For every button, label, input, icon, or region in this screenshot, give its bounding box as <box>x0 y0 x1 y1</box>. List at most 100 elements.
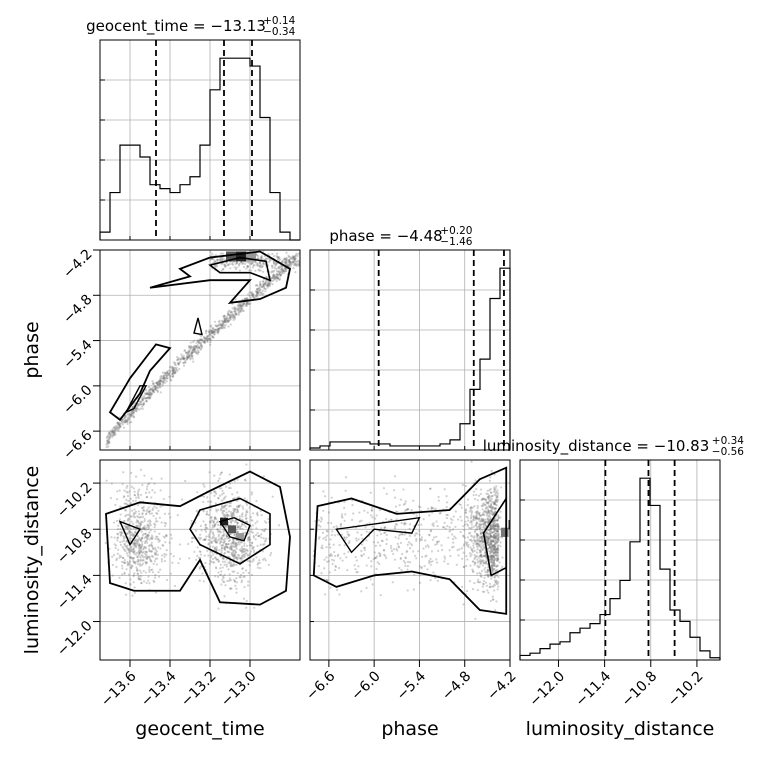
axes-frame <box>519 459 721 661</box>
sample-point <box>145 400 148 403</box>
sample-point <box>202 510 205 513</box>
sample-point <box>208 329 211 332</box>
sample-point <box>112 431 115 435</box>
sample-point <box>260 533 263 536</box>
sample-point <box>488 544 491 547</box>
sample-point <box>163 553 166 556</box>
sample-point <box>253 264 256 267</box>
sample-point <box>111 563 114 567</box>
sample-point <box>490 565 493 568</box>
sample-point <box>321 544 324 547</box>
sample-point <box>340 513 344 516</box>
sample-point <box>227 312 230 315</box>
sample-point <box>178 543 181 546</box>
sample-point <box>333 550 336 554</box>
sample-point <box>495 493 498 497</box>
sample-point <box>147 386 151 389</box>
sample-point <box>478 543 481 546</box>
sample-point <box>124 419 127 423</box>
sample-point <box>220 269 223 272</box>
sample-point <box>235 547 238 551</box>
sample-point <box>491 585 495 588</box>
sample-point <box>150 550 153 553</box>
sample-point <box>130 410 134 413</box>
sample-point <box>123 539 126 542</box>
sample-point <box>496 499 499 502</box>
sample-point <box>159 568 162 571</box>
sample-point <box>344 513 347 516</box>
sample-point <box>489 487 492 491</box>
sample-point <box>431 560 434 563</box>
sample-point <box>482 543 485 546</box>
sample-point <box>275 262 278 265</box>
sample-point <box>496 518 499 522</box>
sample-point <box>220 323 223 326</box>
sample-point <box>450 546 454 549</box>
sample-point <box>143 397 147 400</box>
sample-point <box>135 408 138 411</box>
sample-point <box>156 535 159 539</box>
sample-point <box>197 556 200 559</box>
sample-point <box>203 341 206 344</box>
sample-point <box>277 266 280 269</box>
sample-point <box>264 257 267 261</box>
sample-point <box>229 564 232 568</box>
sample-point <box>186 356 190 359</box>
sample-point <box>215 567 218 570</box>
histogram-geocent_time: geocent_time = −13.13+0.14−0.34 <box>86 15 301 241</box>
sample-point <box>435 558 438 561</box>
sample-point <box>258 289 261 292</box>
sample-point <box>446 562 450 565</box>
sample-point <box>200 529 203 532</box>
sample-point <box>362 553 366 556</box>
sample-point <box>464 520 467 523</box>
sample-point <box>474 511 477 514</box>
sample-point <box>404 556 407 559</box>
sample-point <box>114 424 118 427</box>
sample-point <box>229 547 232 550</box>
sample-point <box>217 320 220 324</box>
sample-point <box>142 558 145 562</box>
sample-point <box>275 272 278 275</box>
sample-point <box>109 429 113 432</box>
sample-point <box>277 257 281 260</box>
sample-point <box>182 361 185 364</box>
sample-point <box>445 494 448 498</box>
sample-point <box>346 530 349 533</box>
sample-point <box>188 345 191 349</box>
sample-point <box>265 284 269 287</box>
sample-point <box>233 310 236 313</box>
sample-point <box>132 409 135 412</box>
sample-point <box>144 571 148 574</box>
sample-point <box>281 260 284 263</box>
sample-point <box>228 579 231 582</box>
sample-point <box>485 501 488 504</box>
sample-point <box>493 489 497 492</box>
sample-point <box>166 371 169 374</box>
sample-point <box>250 262 253 265</box>
sample-point <box>486 511 489 515</box>
sample-point <box>260 264 264 267</box>
sample-point <box>495 554 498 557</box>
sample-point <box>158 532 161 535</box>
sample-point <box>259 283 262 287</box>
sample-point <box>429 579 432 582</box>
sample-point <box>288 263 291 266</box>
sample-point <box>150 560 153 563</box>
sample-point <box>141 398 144 401</box>
sample-point <box>474 555 477 558</box>
sample-point <box>118 421 121 424</box>
sample-point <box>462 565 466 568</box>
sample-point <box>123 416 126 419</box>
sample-point <box>137 404 141 407</box>
sample-point <box>475 510 479 514</box>
sample-point <box>189 346 192 349</box>
sample-point <box>488 513 491 517</box>
sample-point <box>275 276 278 279</box>
sample-point <box>157 383 160 386</box>
sample-point <box>156 381 159 384</box>
sample-point <box>481 590 485 593</box>
sample-point <box>472 544 475 547</box>
sample-point <box>182 357 185 361</box>
sample-point <box>233 552 236 555</box>
